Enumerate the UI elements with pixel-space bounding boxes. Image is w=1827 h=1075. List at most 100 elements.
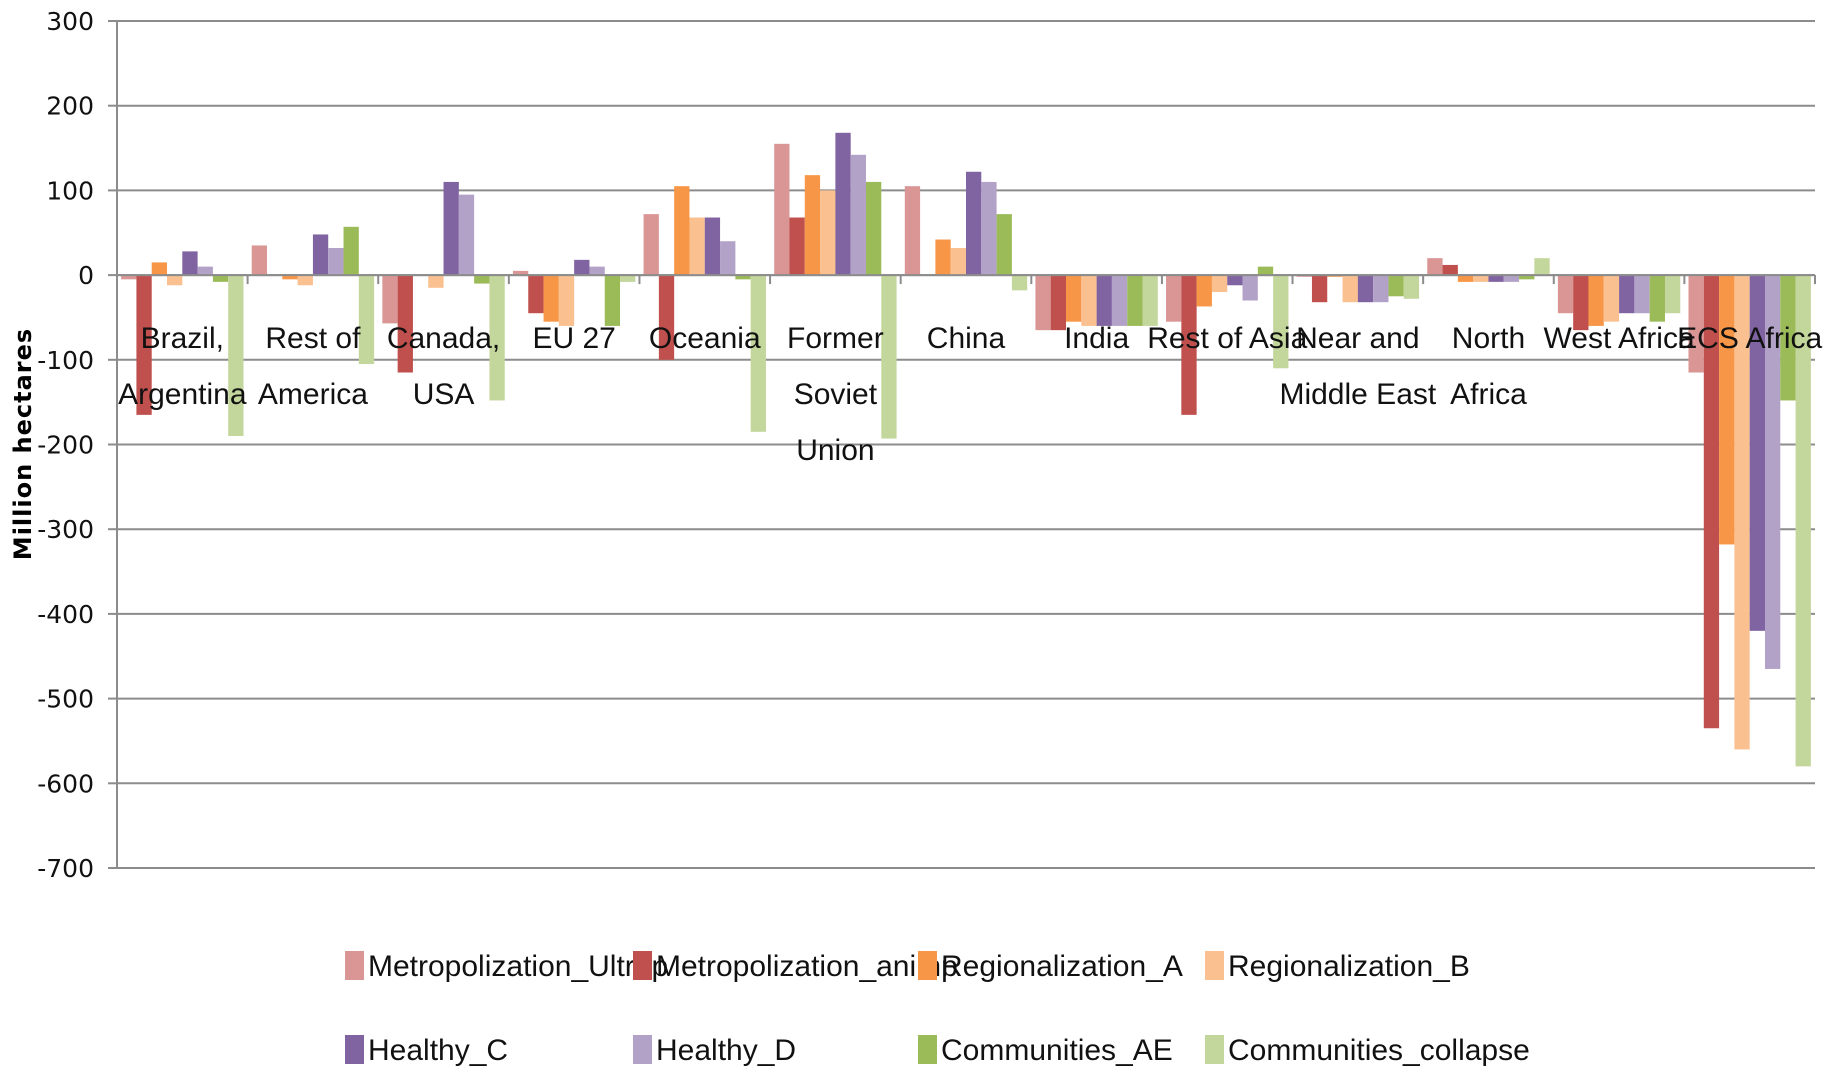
bar-regionalization-b-ecs-africa <box>1734 275 1750 750</box>
bar-metropolization-ultrap-oceania <box>643 214 659 276</box>
y-tick-label: -200 <box>37 431 94 460</box>
legend-swatch <box>633 1035 652 1064</box>
category-label: Middle East <box>1279 378 1436 411</box>
category-label: India <box>1064 322 1129 355</box>
category-label: North <box>1452 322 1525 355</box>
axes: 300 200 100 0 -100 -200 -300 -400 -500 -600 -700 Mi… <box>9 7 1816 883</box>
bar-healthy-d-rest-of-america <box>328 247 344 276</box>
bar-regionalization-b-former-soviet-union <box>820 190 836 276</box>
legend-item-healthy-d: Healthy_D <box>633 1034 796 1067</box>
y-tick-label: 200 <box>46 92 94 121</box>
bar-metropolization-ultrap-canada-usa <box>382 275 398 324</box>
bar-communities-ae-rest-of-asia <box>1257 266 1274 276</box>
category-label: China <box>927 322 1006 355</box>
bar-regionalization-b-brazil-argentina <box>167 275 183 286</box>
bar-regionalization-b-rest-of-asia <box>1211 275 1228 293</box>
bar-communities-ae-eu-27 <box>604 275 621 326</box>
bar-metropolization-ultrap-eu-27 <box>512 270 529 276</box>
legend-swatch <box>1205 951 1224 980</box>
bar-metropolization-ultrap-china <box>904 186 921 276</box>
bar-regionalization-b-rest-of-america <box>297 275 313 286</box>
bar-communities-collapse-china <box>1011 275 1028 291</box>
legend-item-metropolization-animp: Metropolization_animp <box>633 950 958 983</box>
bar-communities-ae-former-soviet-union <box>865 181 882 276</box>
bar-metropolization-animp-west-africa <box>1573 275 1589 331</box>
bar-metropolization-ultrap-rest-of-asia <box>1166 275 1182 322</box>
gridlines <box>117 20 1815 869</box>
bar-regionalization-a-rest-of-asia <box>1196 275 1212 307</box>
bar-metropolization-animp-brazil-argentina <box>136 275 152 415</box>
category-label: America <box>258 378 368 411</box>
bar-communities-collapse-near-and-middle-east <box>1403 275 1420 299</box>
legend-item-regionalization-b: Regionalization_B <box>1205 950 1470 983</box>
category-label: Africa <box>1450 378 1527 411</box>
bar-communities-collapse-brazil-argentina <box>228 275 244 437</box>
bar-healthy-c-near-and-middle-east <box>1357 275 1374 303</box>
bar-communities-ae-oceania <box>735 275 751 280</box>
bar-metropolization-ultrap-ecs-africa <box>1688 275 1704 373</box>
y-tick-label: -400 <box>37 600 94 629</box>
bar-healthy-d-canada-usa <box>458 194 475 276</box>
bar-regionalization-a-west-africa <box>1588 275 1604 326</box>
category-label: Canada, <box>387 322 500 355</box>
bar-metropolization-animp-india <box>1050 275 1067 331</box>
bar-communities-collapse-rest-of-asia <box>1273 275 1289 369</box>
category-label: Rest of Asia <box>1147 322 1307 355</box>
bar-metropolization-animp-oceania <box>658 275 675 360</box>
bar-regionalization-b-west-africa <box>1603 275 1620 322</box>
category-label: Rest of <box>265 322 361 355</box>
legend-label: Communities_collapse <box>1228 1034 1530 1067</box>
y-axis-title: Million hectares <box>9 328 37 560</box>
bar-metropolization-ultrap-rest-of-america <box>251 245 268 276</box>
y-tick-label: -100 <box>37 346 94 375</box>
bar-metropolization-ultrap-india <box>1035 275 1051 331</box>
bars <box>121 132 1811 767</box>
legend-label: Communities_AE <box>941 1034 1173 1067</box>
bar-metropolization-animp-eu-27 <box>528 275 544 314</box>
bar-regionalization-b-oceania <box>689 217 705 276</box>
category-label: Argentina <box>118 378 247 411</box>
bar-healthy-d-eu-27 <box>589 266 605 276</box>
bar-communities-collapse-oceania <box>750 275 766 432</box>
bar-healthy-d-ecs-africa <box>1764 275 1781 669</box>
bar-healthy-c-north-africa <box>1488 275 1504 282</box>
bar-communities-collapse-ecs-africa <box>1795 275 1811 767</box>
bar-metropolization-animp-rest-of-asia <box>1181 275 1197 415</box>
bar-regionalization-b-india <box>1081 275 1097 326</box>
bar-metropolization-ultrap-brazil-argentina <box>121 275 137 280</box>
legend-swatch <box>633 951 652 980</box>
bar-healthy-c-west-africa <box>1619 275 1635 314</box>
category-label: Brazil, <box>141 322 224 355</box>
category-label: Soviet <box>794 378 878 411</box>
bar-healthy-c-rest-of-asia <box>1227 275 1243 286</box>
category-label: West Africa <box>1543 322 1694 355</box>
category-label: Union <box>796 434 874 467</box>
bar-regionalization-b-canada-usa <box>428 275 444 288</box>
bar-regionalization-a-north-africa <box>1457 275 1474 282</box>
bar-healthy-c-india <box>1096 275 1112 326</box>
bar-regionalization-a-rest-of-america <box>282 275 298 280</box>
bar-regionalization-b-near-and-middle-east <box>1342 275 1358 303</box>
bar-healthy-c-former-soviet-union <box>835 132 851 276</box>
bar-metropolization-ultrap-former-soviet-union <box>774 143 790 276</box>
bar-healthy-d-india <box>1111 275 1128 326</box>
bar-regionalization-a-ecs-africa <box>1719 275 1735 545</box>
bar-healthy-c-ecs-africa <box>1749 275 1765 631</box>
bar-metropolization-ultrap-west-africa <box>1557 275 1574 314</box>
y-tick-label: -700 <box>37 854 94 883</box>
bar-healthy-d-west-africa <box>1634 275 1650 314</box>
bar-communities-ae-rest-of-america <box>343 226 359 276</box>
bar-metropolization-animp-former-soviet-union <box>789 217 805 276</box>
category-labels: Brazil, Argentina Rest of America Canada, USA… <box>118 322 1822 467</box>
bar-communities-collapse-north-africa <box>1534 258 1550 276</box>
bar-metropolization-animp-north-africa <box>1442 264 1458 276</box>
legend-item-communities-ae: Communities_AE <box>918 1034 1173 1067</box>
legend-label: Metropolization_Ultrap <box>368 950 668 983</box>
bar-communities-collapse-canada-usa <box>489 275 505 401</box>
bar-metropolization-animp-ecs-africa <box>1703 275 1720 729</box>
legend-label: Healthy_C <box>368 1034 508 1067</box>
bar-healthy-d-china <box>981 181 997 276</box>
bar-regionalization-a-brazil-argentina <box>151 262 168 276</box>
y-tick-label: 300 <box>46 7 94 36</box>
